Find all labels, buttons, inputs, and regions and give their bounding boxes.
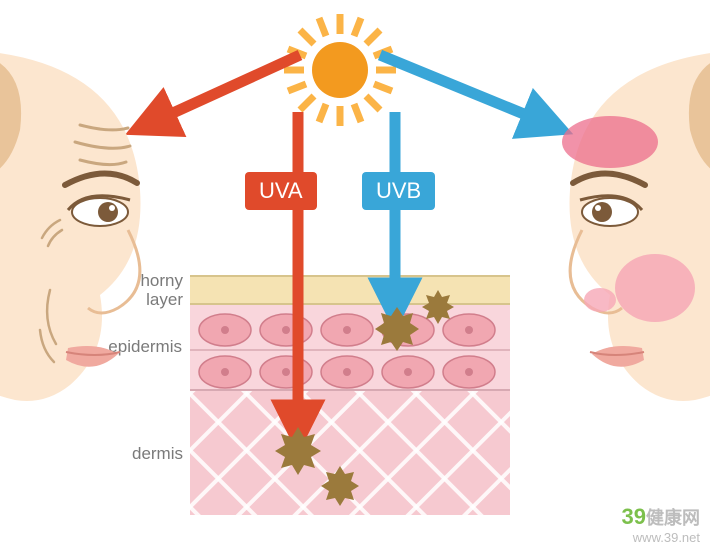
uva-label-text: UVA	[259, 178, 303, 203]
sun-icon	[260, 0, 420, 150]
face-right-sunburn	[530, 50, 710, 520]
uva-label: UVA	[245, 172, 317, 210]
dermis-layer	[190, 391, 510, 515]
watermark-logo: 39健康网	[622, 504, 700, 530]
horny-layer	[190, 275, 510, 305]
watermark-logo-num: 39	[622, 504, 646, 529]
uvb-label: UVB	[362, 172, 435, 210]
face-left-aging	[0, 50, 180, 520]
diagram-canvas: horny layer epidermis dermis	[0, 0, 710, 556]
epidermis-layer	[190, 305, 510, 391]
watermark: 39健康网 www.39.net	[622, 504, 700, 546]
uvb-label-text: UVB	[376, 178, 421, 203]
watermark-url: www.39.net	[622, 530, 700, 546]
watermark-logo-text: 健康网	[646, 508, 700, 528]
dermis-mesh	[190, 391, 510, 515]
